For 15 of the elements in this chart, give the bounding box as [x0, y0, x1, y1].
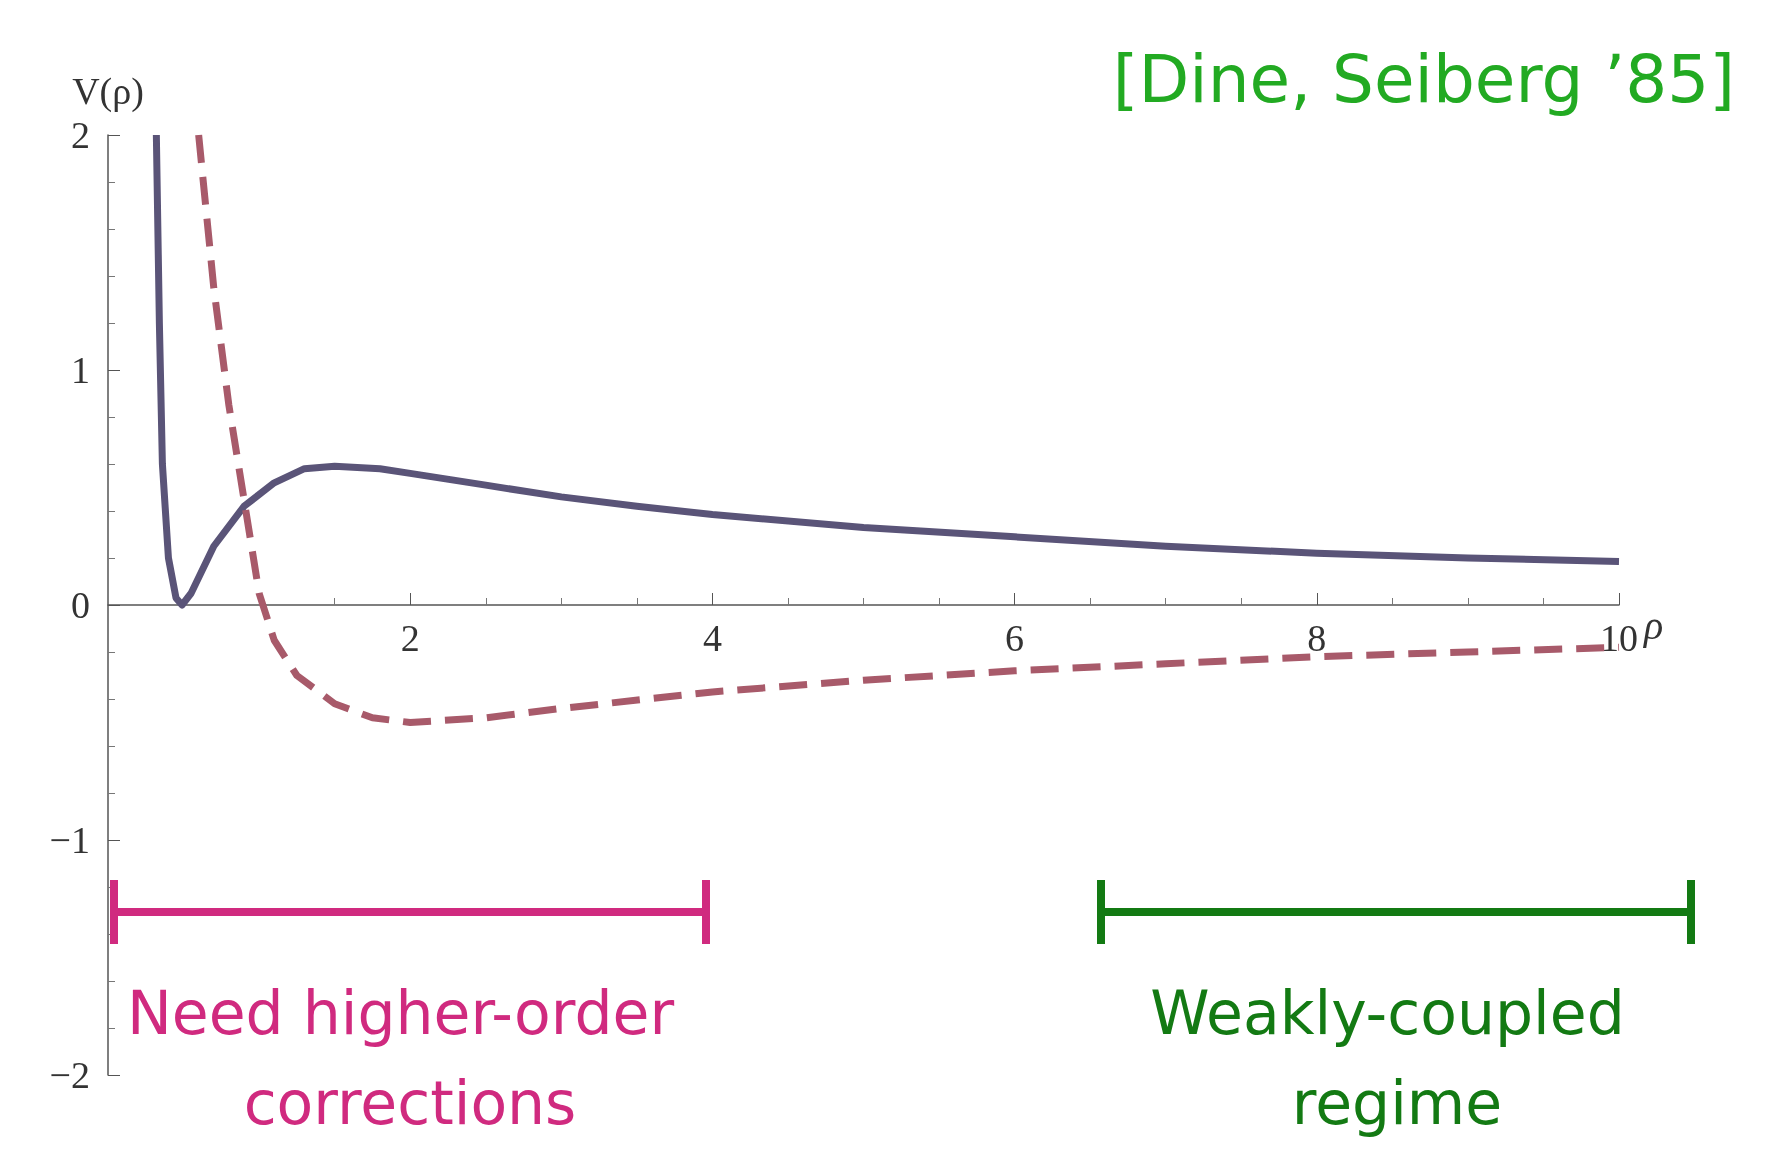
x-tick-label: 8 [1307, 617, 1327, 659]
y-tick-label: −2 [49, 1054, 90, 1096]
y-tick-label: 2 [71, 114, 90, 156]
x-tick-label: 4 [702, 617, 722, 659]
x-tick-label: 10 [1600, 617, 1638, 659]
x-axis-title: ρ [1641, 602, 1664, 648]
annotation: Weakly-coupled regime [1150, 978, 1644, 1138]
y-tick-label: 1 [71, 349, 90, 391]
x-tick-label: 2 [400, 617, 420, 659]
y-axis-title: V(ρ) [72, 70, 144, 113]
y-tick-label: −1 [49, 819, 90, 861]
text: [Dine, Seiberg ’85] [1112, 41, 1735, 118]
annotation: Need higher-order corrections [126, 978, 694, 1138]
x-tick-label: 6 [1005, 617, 1025, 659]
y-tick-label: 0 [71, 584, 90, 626]
